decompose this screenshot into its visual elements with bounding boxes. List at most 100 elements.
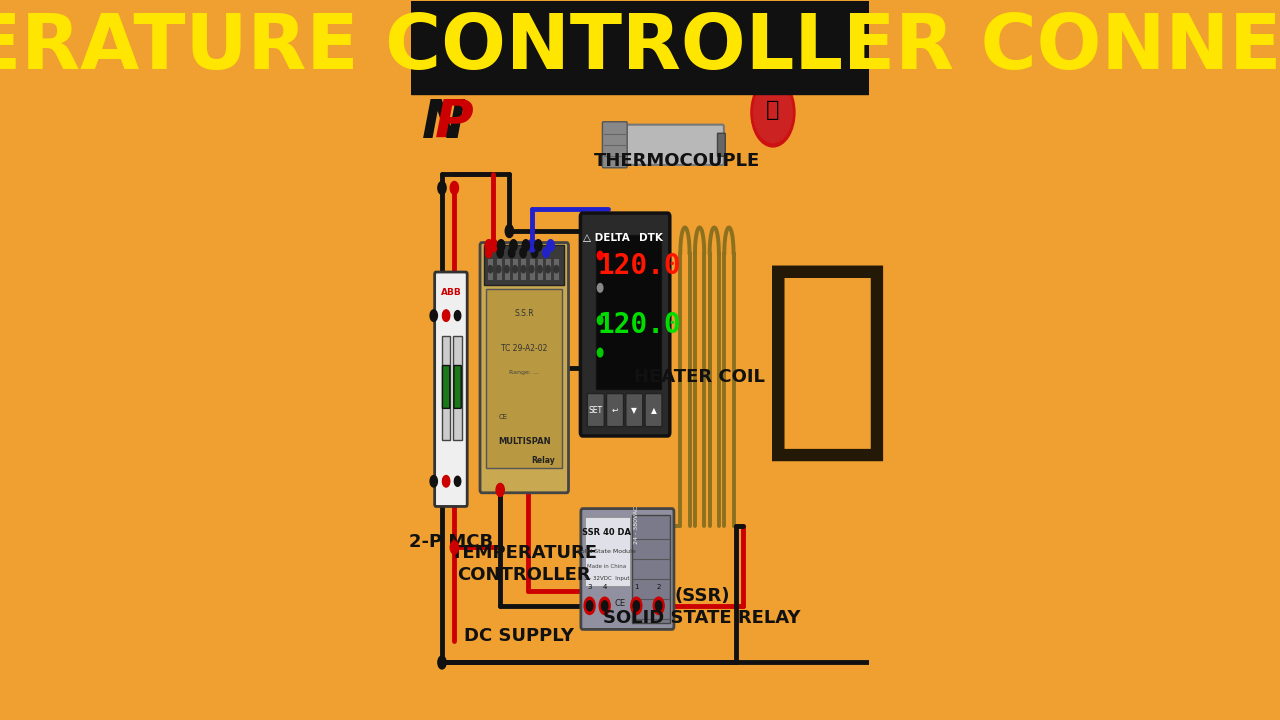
Circle shape [598, 284, 603, 292]
Circle shape [438, 656, 447, 669]
FancyBboxPatch shape [443, 366, 449, 408]
Circle shape [521, 266, 526, 273]
Circle shape [538, 266, 543, 273]
Circle shape [653, 597, 664, 614]
Circle shape [520, 248, 526, 258]
Circle shape [584, 597, 595, 614]
Text: 4: 4 [603, 584, 607, 590]
Text: THERMOCOUPLE: THERMOCOUPLE [594, 152, 760, 170]
Bar [512, 258, 518, 280]
Circle shape [513, 266, 517, 273]
Circle shape [531, 248, 538, 258]
Text: Relay: Relay [531, 456, 554, 465]
Text: ▼: ▼ [631, 405, 637, 415]
Text: (SSR)
SOLID STATE RELAY: (SSR) SOLID STATE RELAY [603, 587, 800, 627]
Bar [596, 235, 660, 390]
FancyBboxPatch shape [718, 133, 726, 156]
Text: 24 - 380VAC: 24 - 380VAC [634, 506, 639, 544]
Circle shape [530, 266, 534, 273]
Circle shape [754, 82, 792, 143]
Text: N: N [422, 97, 466, 149]
FancyBboxPatch shape [581, 508, 673, 629]
Circle shape [586, 600, 593, 611]
Text: DTK: DTK [639, 233, 663, 243]
Circle shape [454, 310, 461, 320]
Circle shape [498, 240, 504, 251]
Circle shape [454, 476, 461, 486]
Circle shape [497, 248, 503, 258]
Circle shape [497, 266, 500, 273]
Circle shape [489, 239, 498, 252]
Text: Made in China: Made in China [588, 564, 626, 570]
Circle shape [508, 248, 515, 258]
Circle shape [430, 475, 438, 487]
FancyBboxPatch shape [607, 394, 623, 427]
Bar [632, 515, 671, 623]
Circle shape [535, 240, 541, 251]
Text: 3 - 32VDC  Input: 3 - 32VDC Input [584, 576, 630, 581]
Circle shape [598, 251, 603, 260]
FancyBboxPatch shape [435, 272, 467, 506]
Text: MULTISPAN: MULTISPAN [498, 436, 550, 446]
Circle shape [631, 597, 641, 614]
Text: HEATER COIL: HEATER COIL [634, 368, 765, 386]
Text: P: P [435, 97, 474, 149]
Text: Range: ...: Range: ... [509, 370, 539, 375]
Text: 👷: 👷 [762, 253, 895, 467]
Bar [442, 336, 451, 440]
Circle shape [504, 266, 509, 273]
Bar [536, 258, 543, 280]
Circle shape [497, 483, 504, 496]
Text: 1: 1 [634, 584, 639, 590]
Text: ↩: ↩ [612, 405, 618, 415]
Bar [553, 258, 559, 280]
Circle shape [634, 600, 640, 611]
Text: CE: CE [614, 599, 626, 608]
Circle shape [598, 348, 603, 357]
FancyBboxPatch shape [603, 122, 627, 168]
FancyBboxPatch shape [580, 213, 669, 436]
Text: 2: 2 [657, 584, 660, 590]
Circle shape [438, 181, 447, 194]
Circle shape [443, 310, 449, 321]
Text: 120.0: 120.0 [598, 310, 681, 338]
FancyBboxPatch shape [480, 243, 568, 492]
Bar [484, 246, 564, 285]
Circle shape [506, 225, 513, 238]
Text: SSR 40 DA: SSR 40 DA [582, 528, 631, 536]
Text: SET: SET [589, 405, 603, 415]
FancyBboxPatch shape [621, 125, 724, 165]
Circle shape [543, 248, 549, 258]
Circle shape [599, 597, 611, 614]
Bar [453, 336, 462, 440]
Text: TC 29-A2-02: TC 29-A2-02 [500, 343, 548, 353]
Bar [585, 517, 630, 586]
Bar [486, 289, 562, 468]
Circle shape [485, 248, 492, 258]
Text: TEMPERATURE
CONTROLLER: TEMPERATURE CONTROLLER [451, 544, 598, 584]
Text: Solid State Module: Solid State Module [577, 549, 636, 554]
Circle shape [488, 266, 493, 273]
Circle shape [485, 240, 493, 251]
Circle shape [751, 78, 795, 147]
Circle shape [443, 475, 449, 487]
Circle shape [602, 600, 608, 611]
Bar [411, 1, 869, 94]
Text: ▲: ▲ [650, 405, 657, 415]
Circle shape [598, 316, 603, 325]
Bar [488, 258, 493, 280]
FancyBboxPatch shape [645, 394, 662, 427]
Bar [504, 258, 509, 280]
Text: 120.0: 120.0 [598, 252, 681, 280]
FancyBboxPatch shape [588, 394, 604, 427]
Circle shape [451, 181, 458, 194]
Text: CE: CE [498, 413, 508, 420]
FancyBboxPatch shape [454, 366, 461, 408]
Circle shape [522, 240, 530, 251]
Circle shape [430, 310, 438, 321]
Circle shape [547, 240, 554, 251]
Circle shape [509, 240, 517, 251]
Circle shape [529, 239, 536, 252]
Circle shape [585, 599, 594, 612]
Circle shape [554, 266, 558, 273]
